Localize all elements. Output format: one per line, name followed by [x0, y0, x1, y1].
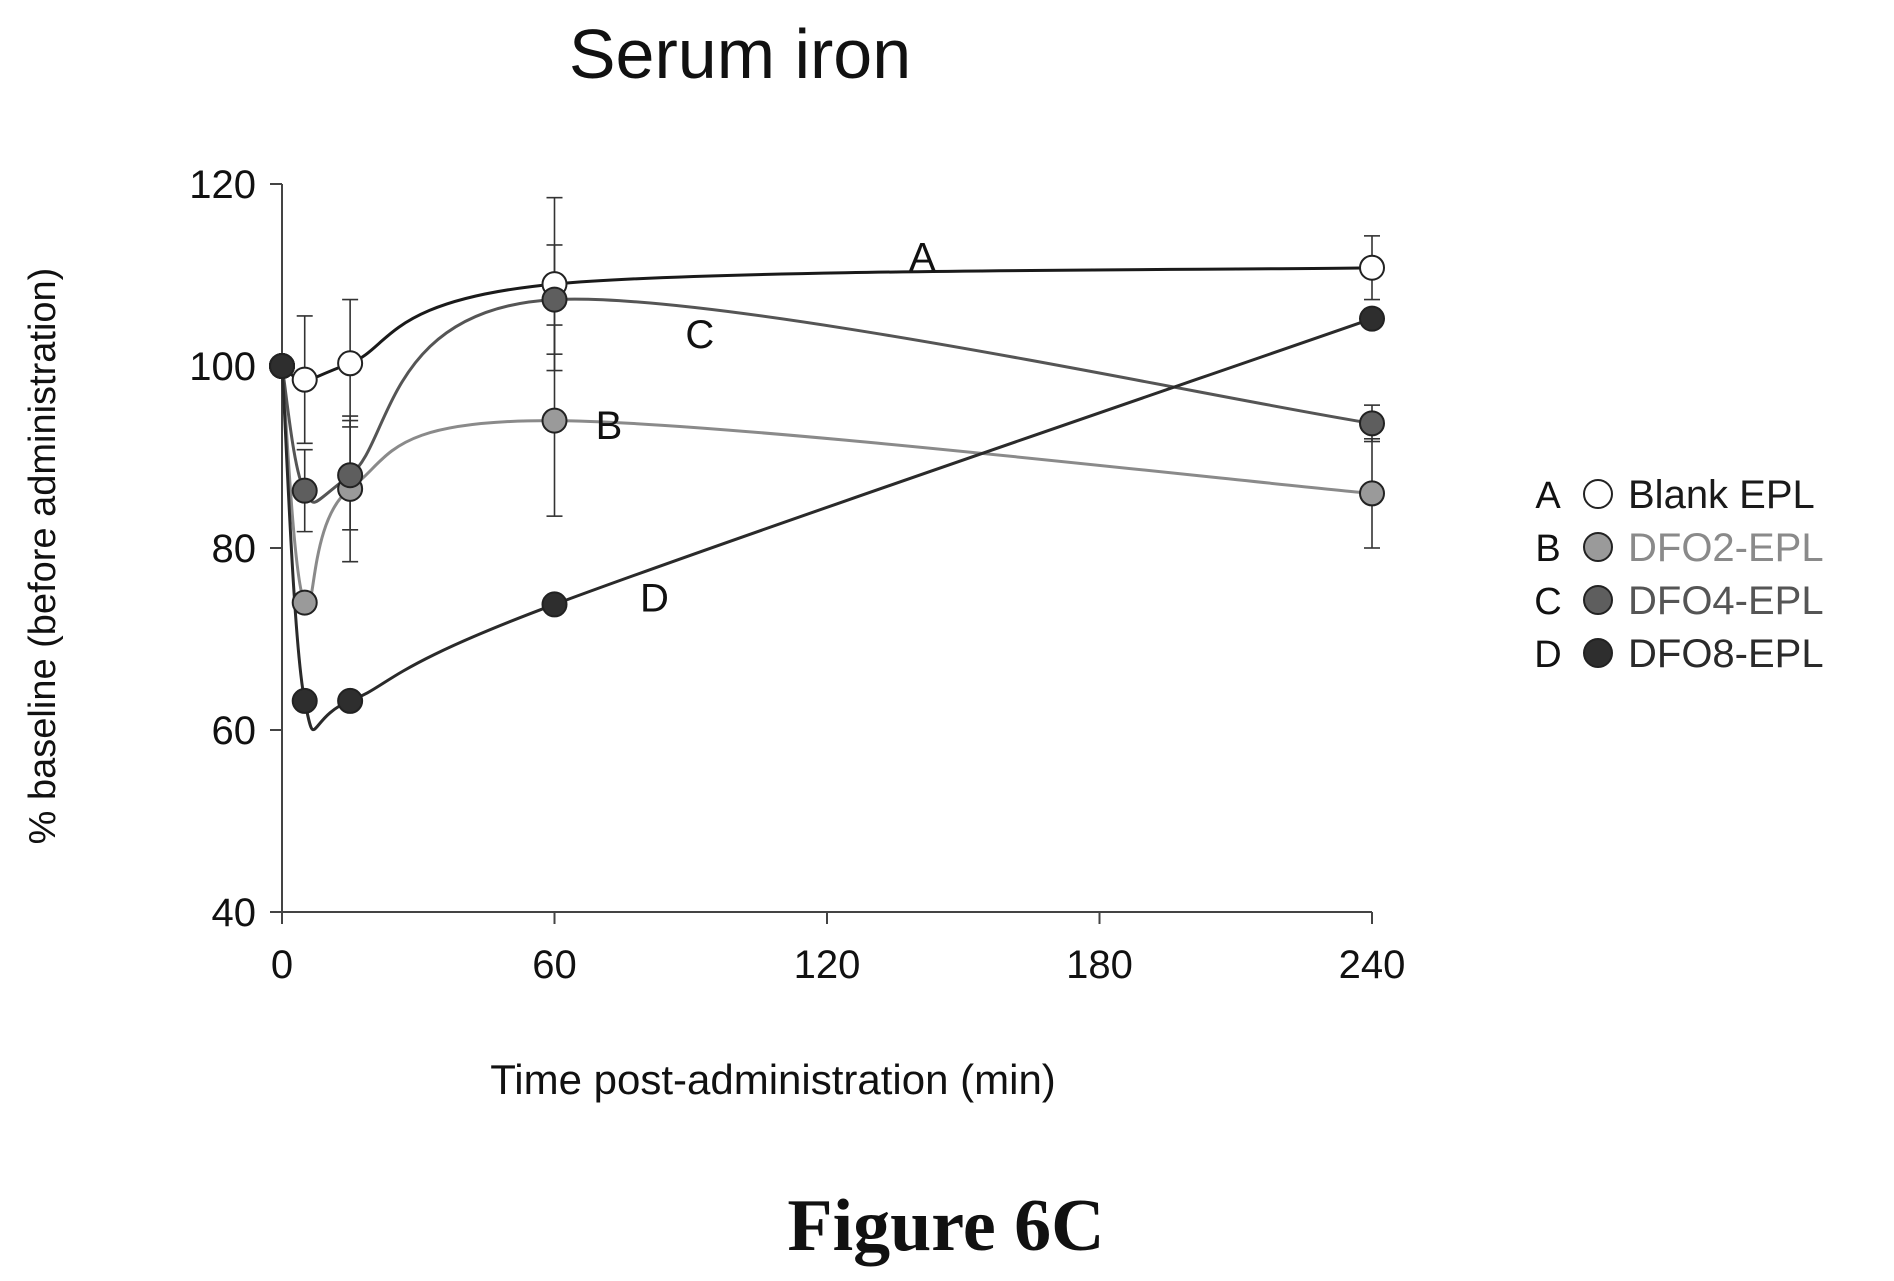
legend-label-a: Blank EPL [1628, 473, 1815, 517]
series-line-c [280, 297, 1373, 504]
axes-layer: 0 60 120 180 240 40 60 80 100 120 [189, 163, 1405, 987]
legend-marker-b [1583, 532, 1613, 562]
data-points-layer [269, 254, 1385, 714]
data-point-b [291, 589, 318, 616]
data-point-d [291, 687, 318, 714]
series-line-a [281, 266, 1373, 382]
data-point-a [1359, 254, 1385, 281]
series-letter-labels-layer: A B C D [596, 235, 936, 620]
data-point-b [541, 407, 568, 434]
x-tick-label: 240 [1339, 943, 1406, 987]
legend-letter-a: A [1535, 475, 1561, 517]
y-tick-label: 80 [212, 527, 257, 571]
data-point-b [1359, 480, 1385, 507]
series-line-b [280, 365, 1373, 607]
chart-title: Serum iron [569, 15, 911, 93]
legend-letter-b: B [1535, 528, 1560, 570]
y-axis-label: % baseline (before administration) [22, 268, 64, 845]
y-tick-label: 40 [212, 891, 257, 935]
series-letter-c: C [685, 313, 714, 357]
data-point-c [541, 286, 568, 313]
x-axis-label: Time post-administration (min) [490, 1056, 1056, 1103]
legend-label-b: DFO2-EPL [1628, 526, 1824, 570]
series-letter-b: B [596, 404, 623, 448]
x-tick-label: 0 [271, 943, 293, 987]
legend-marker-c [1583, 585, 1613, 615]
y-tick-label: 120 [189, 163, 256, 207]
x-tick-label: 60 [532, 943, 577, 987]
series-letter-d: D [640, 577, 669, 621]
legend: A Blank EPL B DFO2-EPL C DFO4-EPL D DFO8-EPL [1534, 473, 1823, 676]
legend-letter-c: C [1534, 581, 1561, 623]
series-line-d [280, 317, 1373, 732]
data-point-d [269, 353, 295, 379]
data-point-d [1359, 305, 1385, 332]
x-tick-label: 180 [1066, 943, 1133, 987]
figure-caption: Figure 6C [787, 1185, 1104, 1267]
data-point-d [337, 687, 364, 714]
legend-label-c: DFO4-EPL [1628, 579, 1824, 623]
legend-label-d: DFO8-EPL [1628, 632, 1824, 676]
data-point-c [291, 477, 318, 504]
legend-letter-d: D [1534, 634, 1561, 676]
legend-marker-a [1583, 479, 1613, 509]
error-bars-layer [296, 196, 1380, 563]
data-point-a [337, 350, 364, 377]
legend-marker-d [1583, 638, 1613, 668]
series-lines-layer [280, 266, 1373, 732]
x-tick-label: 120 [794, 943, 861, 987]
data-point-a [291, 366, 318, 393]
y-tick-label: 60 [212, 709, 257, 753]
y-tick-label: 100 [189, 345, 256, 389]
series-letter-a: A [909, 235, 936, 279]
data-point-c [337, 462, 364, 489]
data-point-c [1359, 410, 1385, 437]
data-point-d [541, 591, 568, 618]
